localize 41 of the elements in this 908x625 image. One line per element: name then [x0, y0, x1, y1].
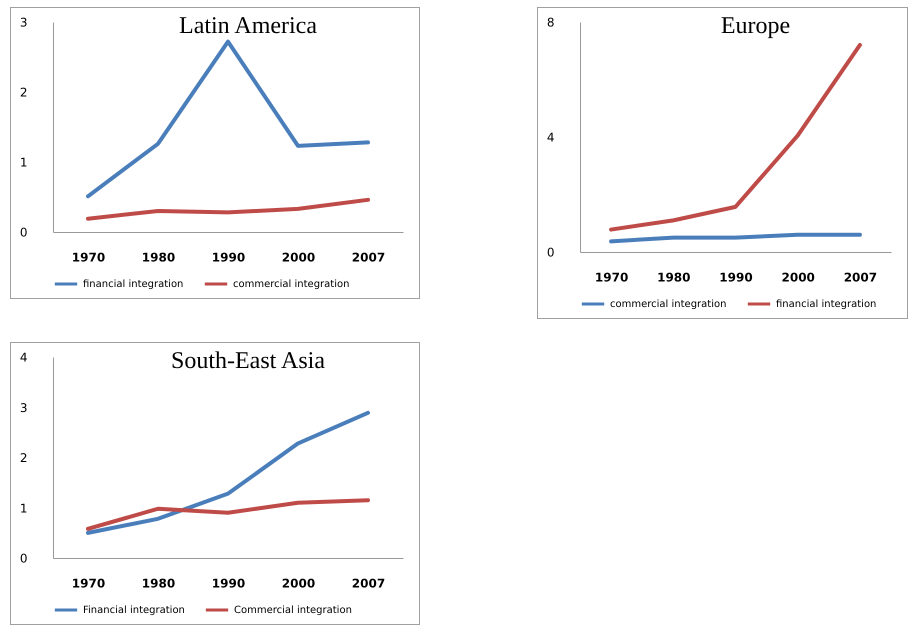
- line-series: [86, 198, 370, 221]
- y-tick-label: 1: [20, 501, 28, 516]
- line-series: [86, 40, 370, 198]
- y-tick-label: 3: [20, 16, 28, 30]
- y-tick-label: 3: [20, 400, 28, 415]
- y-tick-label: 2: [20, 86, 28, 100]
- y-tick-label: 4: [20, 350, 28, 364]
- chart-title: South-East Asia: [171, 348, 326, 374]
- line-series: [609, 43, 862, 232]
- line-series: [86, 410, 370, 535]
- x-tick-label: 2007: [844, 270, 878, 284]
- x-tick-label: 1970: [594, 270, 628, 284]
- legend-label: Financial integration: [83, 605, 185, 616]
- y-tick-label: 0: [546, 246, 554, 260]
- legend-label: commercial integration: [233, 279, 350, 290]
- x-tick-label: 2000: [781, 270, 815, 284]
- y-tick-label: 1: [20, 156, 28, 170]
- x-tick-label: 2000: [282, 576, 316, 590]
- legend-label: financial integration: [83, 279, 184, 290]
- chart-title: Latin America: [179, 13, 318, 39]
- x-tick-label: 2007: [352, 576, 386, 590]
- x-tick-label: 1970: [72, 250, 106, 264]
- y-tick-label: 4: [546, 130, 554, 144]
- chart-title: Europe: [720, 13, 790, 39]
- x-tick-label: 1990: [212, 250, 246, 264]
- x-tick-label: 1980: [142, 250, 176, 264]
- y-tick-label: 2: [20, 451, 28, 465]
- legend-label: Commercial integration: [234, 605, 352, 616]
- x-tick-label: 2007: [352, 250, 386, 264]
- x-tick-label: 1990: [719, 270, 753, 284]
- legend-label: financial integration: [776, 299, 876, 310]
- x-tick-label: 1980: [142, 576, 176, 590]
- line-series: [86, 498, 370, 531]
- y-tick-label: 8: [546, 16, 554, 30]
- x-tick-label: 1990: [212, 576, 246, 590]
- y-tick-label: 0: [20, 552, 28, 566]
- x-tick-label: 1970: [72, 576, 106, 590]
- x-tick-label: 2000: [282, 250, 316, 264]
- y-tick-label: 0: [20, 226, 28, 240]
- legend-label: commercial integration: [610, 299, 726, 310]
- x-tick-label: 1980: [657, 270, 691, 284]
